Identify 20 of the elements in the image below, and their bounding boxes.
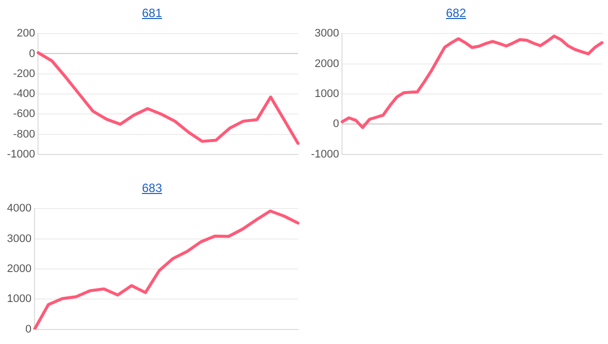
y-tick-label: 0 [25,323,32,336]
y-tick-label: 200 [16,28,36,40]
y-tick-label: -1000 [310,148,340,160]
y-tick-label: 0 [29,48,36,60]
y-tick-label: 3000 [314,28,340,40]
y-tick-label: 4000 [6,202,32,215]
chart-title: 681 [140,5,164,22]
y-tick-label: -200 [13,68,36,80]
y-tick-label: 2000 [314,58,340,70]
y-tick-label: 3000 [6,232,32,245]
chart-title: 682 [444,5,468,22]
y-tick-label: -600 [13,108,36,120]
y-tick-label: -800 [13,128,36,140]
chart-title: 683 [140,180,164,197]
y-tick-label: -400 [13,88,36,100]
y-tick-label: 1000 [6,293,32,306]
y-tick-label: -1000 [6,148,36,160]
y-tick-label: 1000 [314,88,340,100]
y-tick-label: 2000 [6,263,32,276]
y-tick-label: 0 [333,118,340,130]
